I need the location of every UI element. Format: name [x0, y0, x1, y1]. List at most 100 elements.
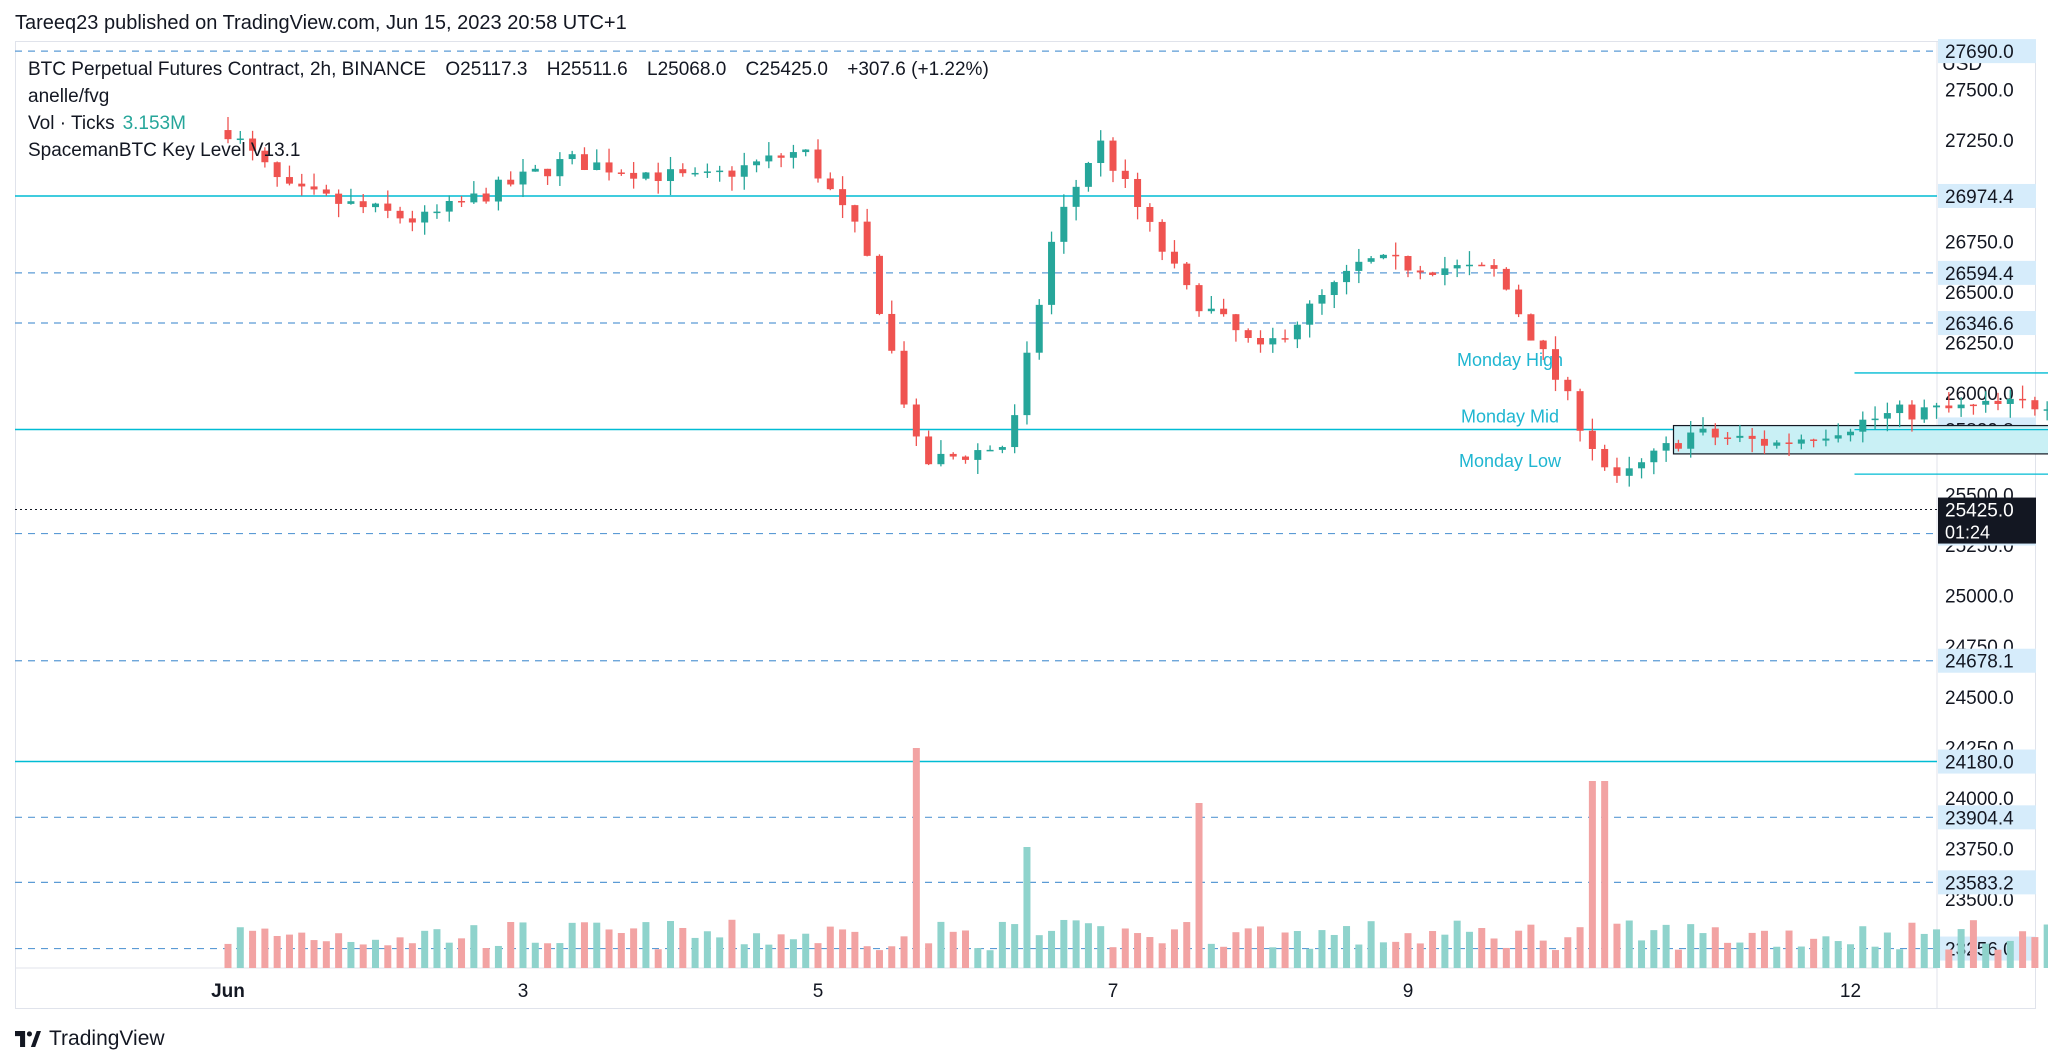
candle-body — [568, 154, 576, 160]
key-level-tag-text: 26974.4 — [1945, 187, 2014, 208]
candle-body — [1367, 258, 1375, 262]
volume-bar — [1465, 931, 1473, 968]
monday-level-label: Monday High — [1457, 350, 1563, 370]
key-level-tag-bg — [1938, 260, 2036, 285]
legend-indicator-fvg[interactable]: anelle/fvg — [28, 86, 110, 107]
candle-body — [556, 159, 564, 177]
volume-bar — [1404, 933, 1412, 968]
key-level-price-tag: 26594.4 — [1938, 260, 2036, 285]
candle-body — [900, 350, 908, 405]
candle-body — [1453, 265, 1461, 269]
volume-bar — [998, 921, 1006, 968]
key-level-tag-text: 23904.4 — [1945, 808, 2014, 829]
volume-bar — [1429, 931, 1437, 968]
volume-bar — [1097, 926, 1105, 968]
volume-bar — [703, 931, 711, 968]
key-level-price-tag: 26974.4 — [1938, 183, 2036, 208]
tradingview-brand: TradingView — [49, 1027, 165, 1050]
volume-bar — [1527, 924, 1535, 968]
candle-body — [912, 404, 920, 437]
legend-volume[interactable]: Vol · Ticks 3.153M — [28, 110, 989, 137]
volume-bar — [1060, 919, 1068, 968]
candle-body — [544, 168, 552, 177]
candle-body — [1465, 264, 1473, 267]
candle-body — [777, 155, 785, 158]
candle-body — [1035, 304, 1043, 353]
legend-change: +307.6 (+1.22%) — [847, 59, 989, 80]
candle-body — [1699, 428, 1707, 433]
volume-bar — [912, 748, 920, 968]
publish-info: Tareeq23 published on TradingView.com, J… — [15, 12, 627, 34]
candle-body — [408, 218, 416, 223]
y-tick-label: 27500.0 — [1945, 81, 2014, 102]
volume-bar — [1269, 947, 1277, 968]
key-level-tag-text: 26594.4 — [1945, 264, 2014, 285]
volume-bar — [875, 950, 883, 968]
volume-bar — [507, 922, 515, 968]
legend-indicator-key-level[interactable]: SpacemanBTC Key Level V13.1 — [28, 140, 301, 161]
volume-bar — [667, 921, 674, 968]
candle-body — [2043, 409, 2048, 411]
tradingview-logo-icon — [15, 1031, 41, 1047]
candle-body — [1343, 270, 1351, 283]
volume-bar — [1318, 930, 1326, 968]
volume-bar — [1515, 930, 1523, 968]
candle-body — [753, 161, 761, 166]
candle-body — [1908, 404, 1916, 420]
candle-body — [322, 189, 330, 194]
volume-bar — [1490, 938, 1498, 968]
bar-countdown: 01:24 — [1945, 523, 1990, 543]
volume-bar — [605, 929, 613, 968]
volume-bar — [445, 942, 453, 968]
candle-body — [2006, 398, 2014, 404]
candle-body — [1330, 282, 1338, 296]
candle-body — [1023, 352, 1031, 416]
candle-body — [679, 169, 687, 174]
candle-body — [421, 211, 429, 223]
key-level-tag-text: 23583.2 — [1945, 873, 2014, 894]
volume-bar — [1084, 923, 1092, 968]
volume-bar — [347, 941, 355, 968]
volume-bar — [568, 922, 576, 968]
current-price-tag-bg — [1938, 497, 2036, 544]
volume-bar — [1834, 941, 1842, 968]
legend-volume-label: Vol · Ticks — [28, 113, 115, 134]
candle-body — [372, 203, 379, 208]
volume-bar — [1871, 946, 1879, 968]
tradingview-logo[interactable]: TradingView — [15, 1027, 165, 1051]
volume-bar — [1306, 948, 1314, 968]
volume-bar — [384, 945, 392, 968]
candle-body — [507, 179, 515, 185]
volume-bar — [802, 933, 810, 968]
key-level-price-tag: 23583.2 — [1938, 870, 2036, 895]
candle-body — [1293, 324, 1301, 340]
candle-body — [1969, 404, 1977, 407]
candle-body — [998, 447, 1006, 450]
candle-body — [1736, 435, 1744, 438]
legend-high: H25511.6 — [546, 59, 628, 80]
volume-bar — [519, 922, 527, 968]
volume-bar — [1711, 927, 1719, 968]
volume-bar — [1674, 949, 1682, 968]
candle-body — [1515, 289, 1523, 315]
candle-body — [974, 450, 982, 460]
candle-body — [863, 221, 871, 256]
candle-body — [1392, 254, 1400, 257]
candle-body — [494, 179, 502, 202]
volume-bar — [1035, 935, 1043, 968]
monday-level-label: Monday Mid — [1461, 407, 1559, 427]
candle-body — [1724, 437, 1732, 439]
candle-body — [1982, 400, 1990, 405]
candle-body — [1539, 340, 1547, 350]
key-level-price-tag: 24678.1 — [1938, 648, 2036, 673]
volume-bar — [310, 940, 318, 968]
volume-bar — [1539, 940, 1547, 968]
volume-bar — [1625, 920, 1633, 968]
volume-bar — [1379, 942, 1387, 968]
volume-bar — [372, 939, 379, 968]
legend-symbol[interactable]: BTC Perpetual Futures Contract, 2h, BINA… — [28, 59, 427, 80]
candle-body — [2019, 398, 2027, 401]
candle-body — [359, 201, 367, 208]
volume-bar — [839, 929, 847, 968]
